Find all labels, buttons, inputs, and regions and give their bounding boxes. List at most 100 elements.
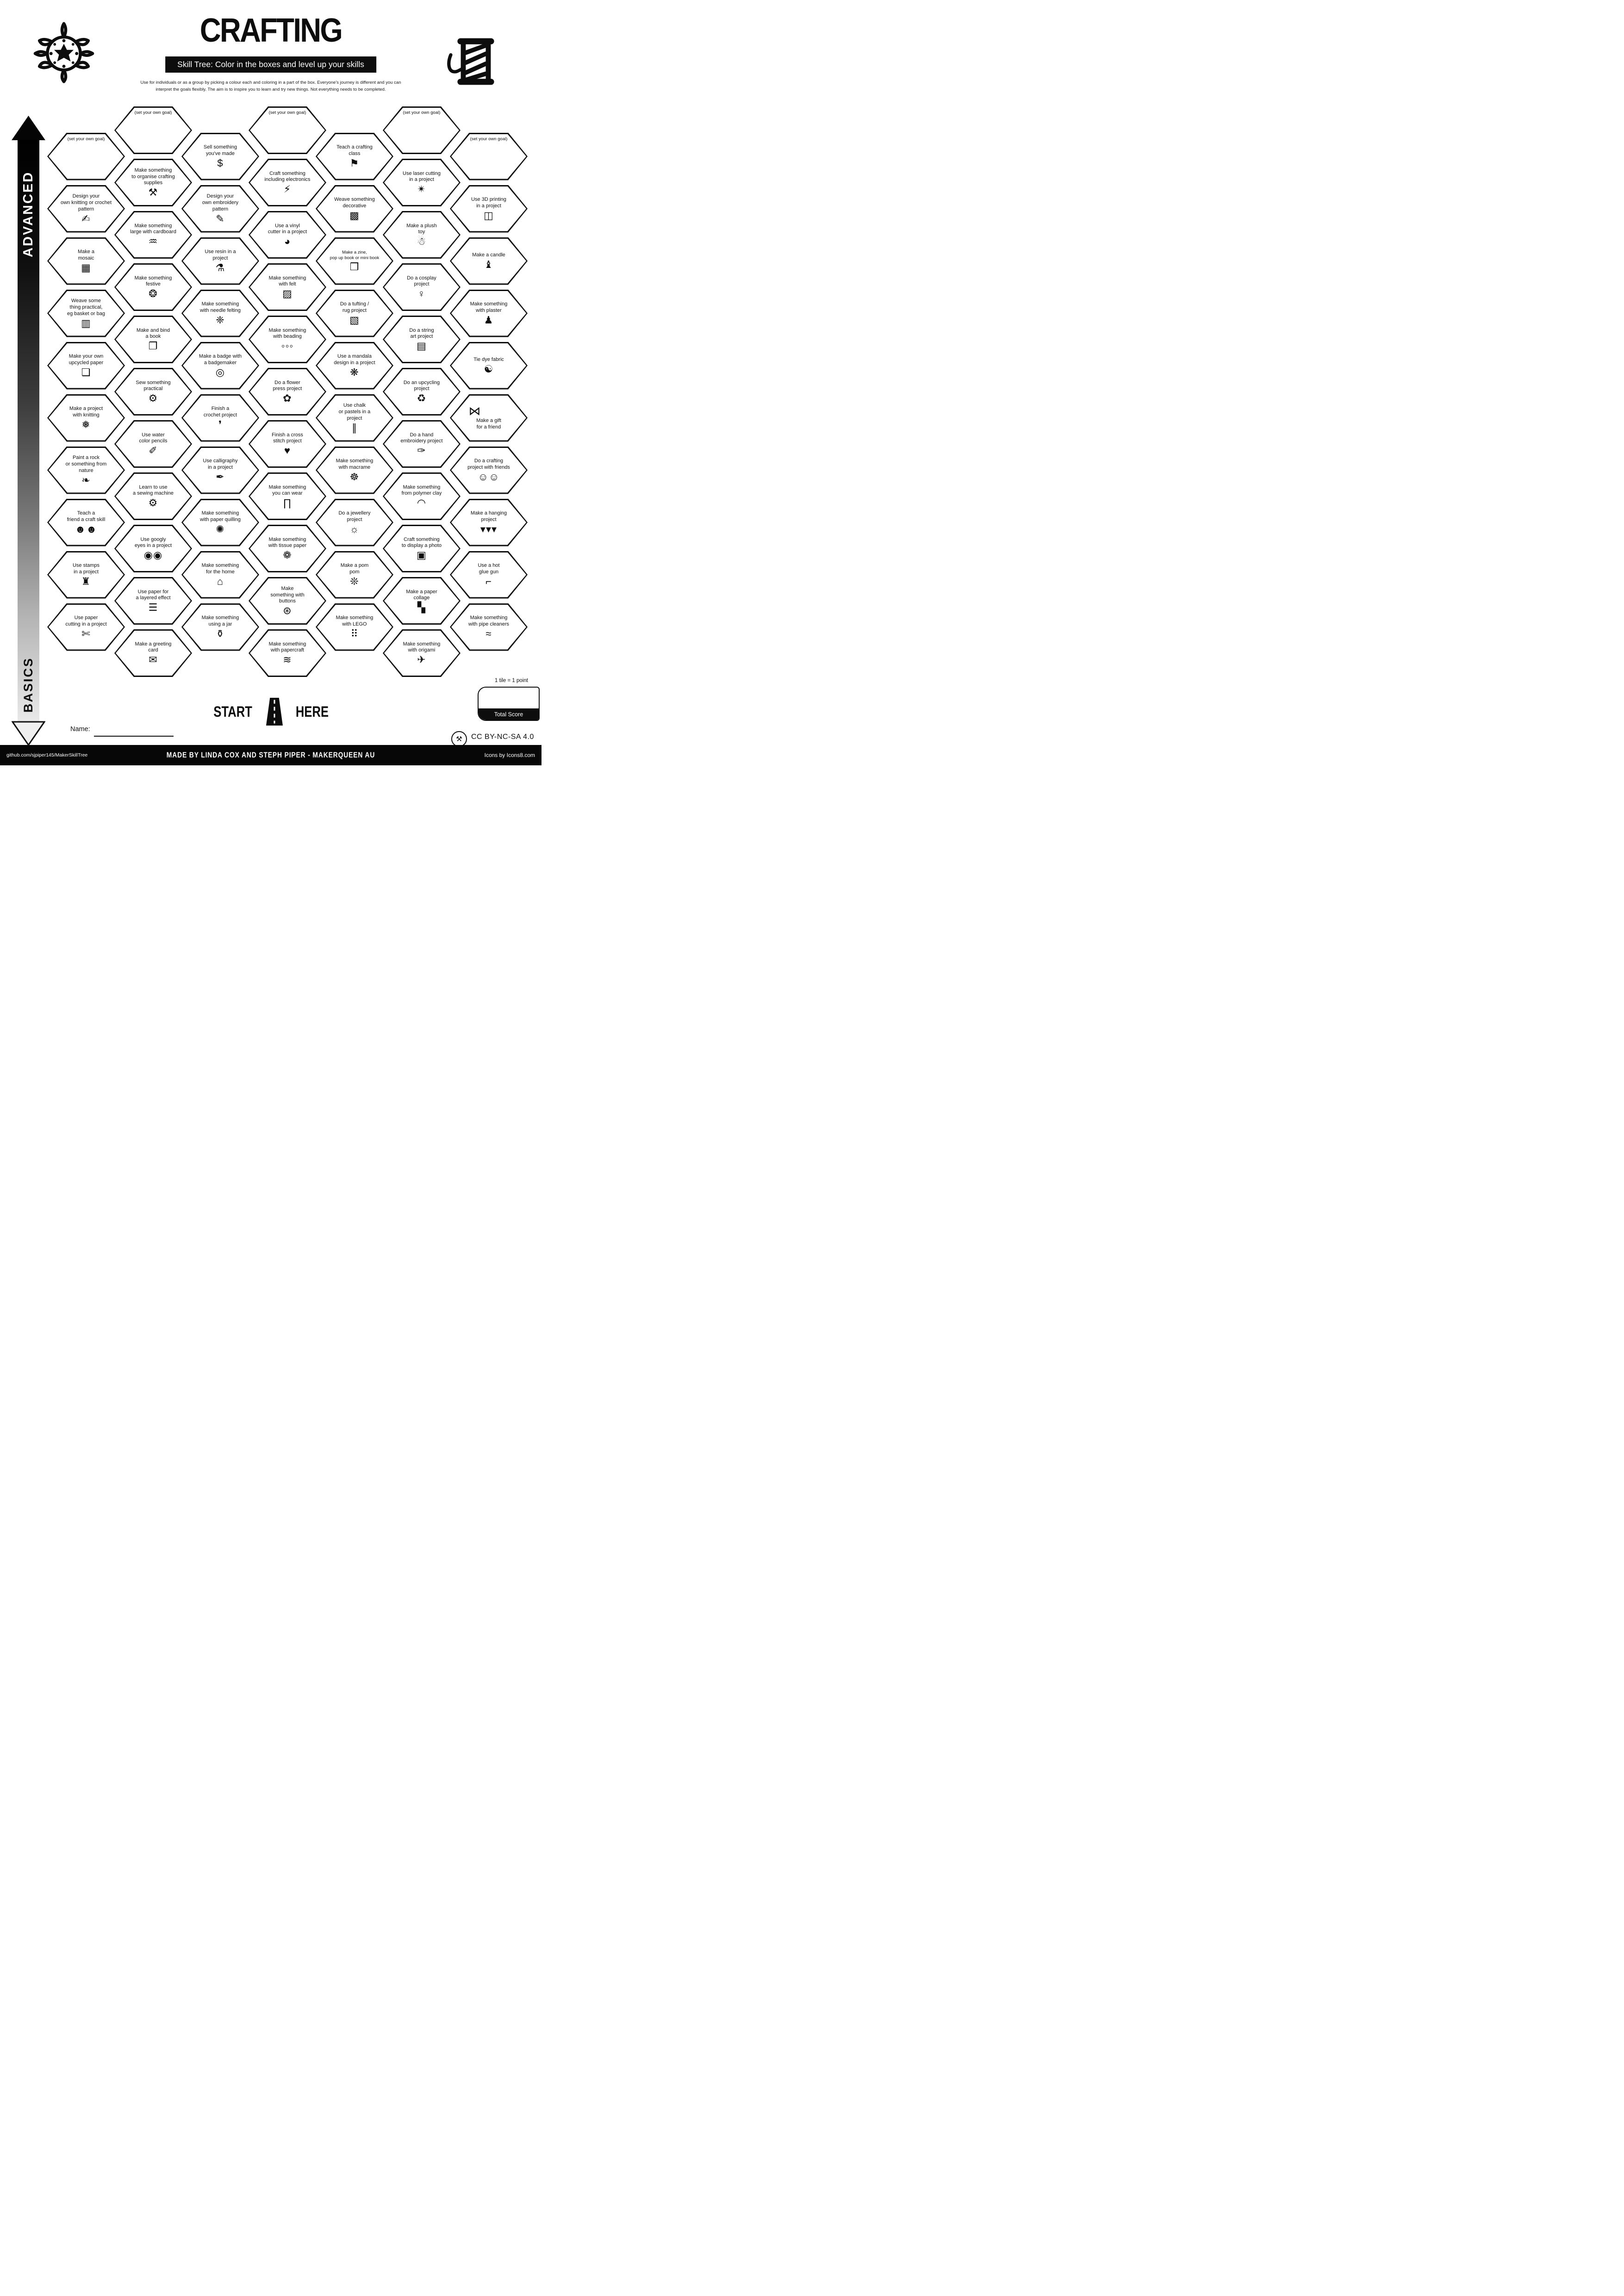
cross-stitch-heart-icon: ♥ [284,445,291,457]
hex-money-bag[interactable]: Sell something you've made $ [181,132,259,180]
hex-chalk-sticks[interactable]: Use chalk or pastels in a project ∥ [316,394,393,442]
hex-vinyl-cutter[interactable]: Use a vinyl cutter in a project ◕ [249,211,326,259]
hex-content: Make something with origami ✈ [384,631,459,676]
hex-papercraft-stack[interactable]: Make something with papercraft ≋ [249,629,326,677]
hex-lego-brick[interactable]: Make something with LEGO ⠿ [316,603,393,651]
hex-content: Do a cosplay project ♀ [384,265,459,310]
basics-arrowhead-icon [12,721,45,746]
hex-candle[interactable]: Make a candle ♝ [450,237,528,285]
hex-pattern-pencil[interactable]: Design your own knitting or crochet patt… [47,185,125,233]
hex-collage[interactable]: Make a paper collage ▚ [383,577,460,625]
hex-led-electronics[interactable]: Craft something including electronics ⚡ [249,159,326,206]
hex-bead-necklace[interactable]: Make something with beading ◦◦◦ [249,316,326,363]
hex-cardboard[interactable]: Make something large with cardboard ♒ [114,211,192,259]
hex-paper-scroll[interactable]: Make your own upcycled paper ❏ [47,341,125,390]
total-score-box[interactable]: Total Score [478,687,540,721]
hex-teddy-bear[interactable]: Make a plush toy ☃ [383,211,460,259]
hex-calligraphy-pen[interactable]: Use calligraphy in a project ✒ [181,446,259,494]
hex-rainbow[interactable]: Make something from polymer clay ◠ [383,472,460,520]
hex-stamp[interactable]: Use stamps in a project ♜ [47,551,125,599]
hex-house[interactable]: Make something for the home ⌂ [181,551,259,599]
hex-pom-pom[interactable]: Make a pom pom ❊ [316,551,393,599]
hex-lotus-tissue[interactable]: Make something with tissue paper ❁ [249,525,326,572]
hex-set-your-own-goal[interactable]: (set your own goal) [47,132,125,180]
hex-content: Do a crafting project with friends ☺☺ [451,448,526,493]
hex-bauble[interactable]: Make something festive ❂ [114,263,192,311]
hex-needle[interactable]: Do a hand embroidery project ✑ [383,420,460,468]
hex-label: Make something with LEGO [336,615,373,627]
hex-friends-crafting[interactable]: Do a crafting project with friends ☺☺ [450,446,528,494]
hex-pipe-cleaner[interactable]: Make something with pipe cleaners ≈ [450,603,528,651]
hex-presenter[interactable]: Teach a crafting class ⚑ [316,132,393,180]
hex-person-organising[interactable]: Make something to organise crafting supp… [114,159,192,206]
name-input-line[interactable] [94,736,174,737]
hex-necklace-rays[interactable]: Do a jewellery project ☼ [316,498,393,546]
hex-set-your-own-goal[interactable]: (set your own goal) [249,106,326,154]
footer-github-link[interactable]: github.com/sjpiper145/MakerSkillTree [6,752,88,758]
hex-label: Make something festive [134,275,172,287]
hex-crochet-hook[interactable]: Finish a crochet project ❜ [181,394,259,442]
hex-zine-book[interactable]: Make a zine, pop up book or mini book ❒ [316,237,393,285]
hex-leaf[interactable]: Paint a rock or something from nature ❧ [47,446,125,494]
hex-quilling-spiral[interactable]: Make something with paper quilling ✺ [181,498,259,546]
hex-resin-can[interactable]: Use resin in a project ⚗ [181,237,259,285]
hex-content: Do a string art project ▤ [384,317,459,362]
hex-mosaic[interactable]: Make a mosaic ▦ [47,237,125,285]
hex-rug[interactable]: Do a tufting / rug project ▧ [316,289,393,337]
hex-set-your-own-goal[interactable]: (set your own goal) [114,106,192,154]
hex-sewing-machine[interactable]: Learn to use a sewing machine ⚙ [114,472,192,520]
hex-pants[interactable]: Make something you can wear ∏ [249,472,326,520]
hex-book[interactable]: Make and bind a book ❐ [114,316,192,363]
hex-bunting[interactable]: Make a hanging project ▾▾▾ [450,498,528,546]
hex-cutter-knife[interactable]: Use paper cutting in a project ✄ [47,603,125,651]
advanced-arrowhead-icon [12,116,45,140]
hex-thread-spool[interactable]: Do a string art project ▤ [383,316,460,363]
hex-content: Use 3D printing in a project ◫ [451,186,526,231]
hex-mandala[interactable]: Use a mandala design in a project ❋ [316,341,393,390]
hex-woven-square[interactable]: Weave something decorative ▩ [316,185,393,233]
hex-glue-gun[interactable]: Use a hot glue gun ⌐ [450,551,528,599]
hex-dress-form[interactable]: Do a cosplay project ♀ [383,263,460,311]
hex-layered-paper[interactable]: Use paper for a layered effect ☰ [114,577,192,625]
hex-label: Make a hanging project [470,510,507,522]
hex-brush-stroke[interactable]: Use water color pencils ✐ [114,420,192,468]
hex-content: Make a badge with a badgemaker ◎ [183,343,258,388]
footer-icons8-credit[interactable]: Icons by Icons8.com [484,752,535,758]
hex-origami-crane[interactable]: Make something with origami ✈ [383,629,460,677]
hex-laser-beam[interactable]: Use laser cutting in a project ✴ [383,159,460,206]
hex-photo-frame[interactable]: Craft something to display a photo ▣ [383,525,460,572]
hex-flower[interactable]: Do a flower press project ✿ [249,368,326,416]
hex-button[interactable]: Make something with buttons ⊛ [249,577,326,625]
hex-two-friends[interactable]: Teach a friend a craft skill ☻☻ [47,498,125,546]
hex-cross-stitch-heart[interactable]: Finish a cross stitch project ♥ [249,420,326,468]
hex-greeting-card[interactable]: Make a greeting card ✉ [114,629,192,677]
hex-knitting[interactable]: Make a project with knitting ❅ [47,394,125,442]
hex-dreamcatcher[interactable]: Make something with macrame ☸ [316,446,393,494]
hex-content: Use calligraphy in a project ✒ [183,448,258,493]
hex-printer-3d[interactable]: Use 3D printing in a project ◫ [450,185,528,233]
recycle-icon: ♻ [417,392,427,404]
hex-content: Make your own upcycled paper ❏ [49,343,124,388]
hex-tie-dye-swirl[interactable]: Tie dye fabric ☯ [450,341,528,390]
sewing-machine-icon: ⚙ [148,497,158,509]
hex-gift-bow[interactable]: ⋈ Make a gift for a friend [450,394,528,442]
hex-plaster-bust[interactable]: Make something with plaster ♟ [450,289,528,337]
hex-label: Learn to use a sewing machine [132,484,174,496]
hex-set-your-own-goal[interactable]: (set your own goal) [383,106,460,154]
advanced-axis-label: ADVANCED [21,171,36,258]
hex-badge[interactable]: Make a badge with a badgemaker ◎ [181,341,259,390]
hex-set-your-own-goal[interactable]: (set your own goal) [450,132,528,180]
hex-label: Do an upcycling project [403,379,440,392]
hex-embroidery-pattern[interactable]: Design your own embroidery pattern ✎ [181,185,259,233]
hex-bag[interactable]: Weave some thing practical, eg basket or… [47,289,125,337]
photo-frame-icon: ▣ [417,549,427,561]
hex-recycle[interactable]: Do an upcycling project ♻ [383,368,460,416]
hex-felt-sheets[interactable]: Make something with felt ▨ [249,263,326,311]
hex-sewing-machine[interactable]: Sew something practical ⚙ [114,368,192,416]
hex-content: Weave some thing practical, eg basket or… [49,291,124,336]
start-label: START [213,703,253,720]
hex-jar[interactable]: Make something using a jar ⚱ [181,603,259,651]
hex-felted-teddy[interactable]: Make something with needle felting ❈ [181,289,259,337]
hex-content: Make something with paper quilling ✺ [183,500,258,545]
hex-googly-eyes[interactable]: Use googly eyes in a project ◉◉ [114,525,192,572]
